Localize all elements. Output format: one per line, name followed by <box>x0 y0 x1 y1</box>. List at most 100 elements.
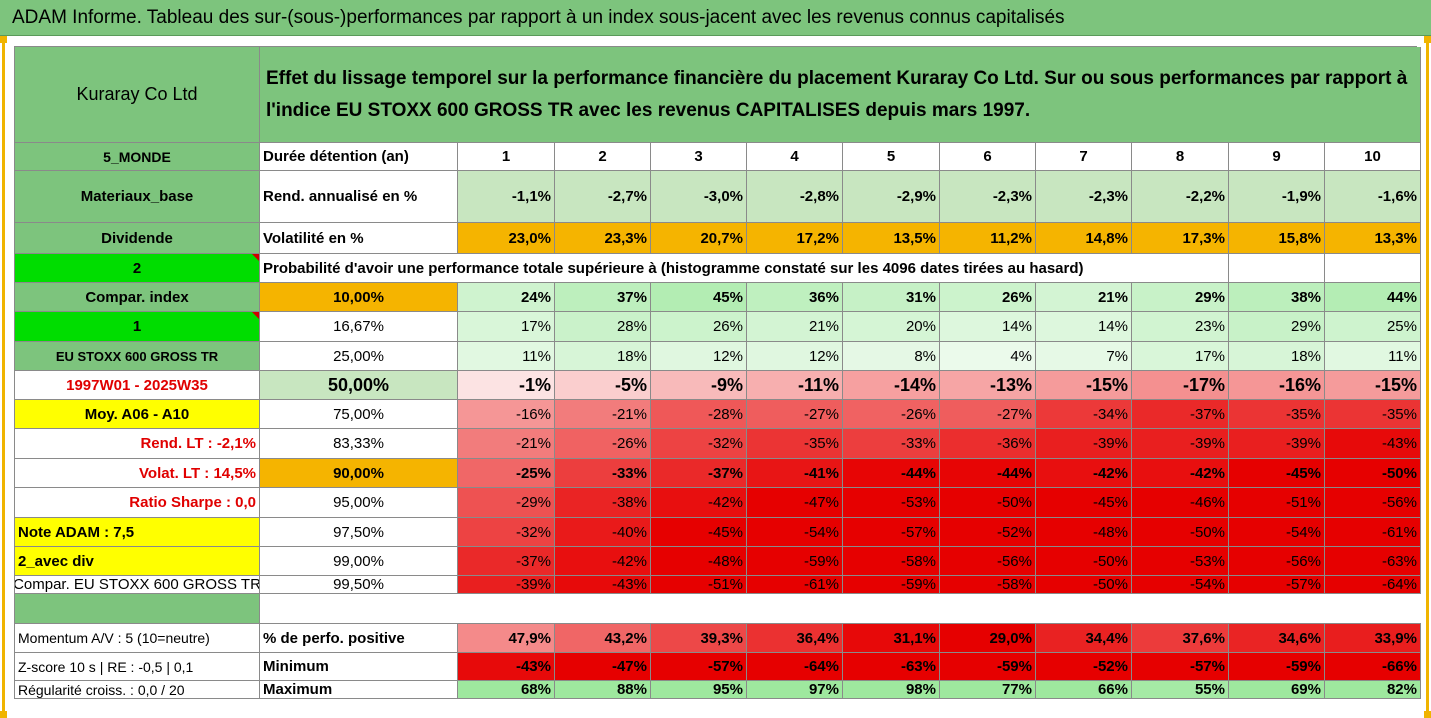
left-label: Note ADAM : 7,5 <box>15 518 260 547</box>
maximum-label: Maximum <box>260 681 458 699</box>
year-cell: 10 <box>1325 143 1421 171</box>
minimum-label: Minimum <box>260 653 458 681</box>
rend-cell: -1,1% <box>458 171 555 223</box>
volat-cell: 23,0% <box>458 223 555 254</box>
company-name: Kuraray Co Ltd <box>15 47 260 143</box>
percentile-cell: -45% <box>1229 459 1325 488</box>
year-cell: 6 <box>940 143 1036 171</box>
percentile-cell: -27% <box>940 400 1036 429</box>
left-label: Compar. EU STOXX 600 GROSS TR <box>15 576 260 594</box>
percentile-cell: -57% <box>843 518 940 547</box>
percentile-cell: 11% <box>1325 342 1421 371</box>
percentile-cell: -35% <box>747 429 843 459</box>
duree-label: Durée détention (an) <box>260 143 458 171</box>
pct-pos-cell: 34,6% <box>1229 624 1325 653</box>
year-cell: 7 <box>1036 143 1132 171</box>
percentile-cell: -11% <box>747 371 843 400</box>
percentile-cell: -26% <box>555 429 651 459</box>
percentile-cell: -39% <box>1132 429 1229 459</box>
percentile-cell: -35% <box>1229 400 1325 429</box>
volat-label: Volatilité en % <box>260 223 458 254</box>
percentile-cell: -21% <box>458 429 555 459</box>
left-label: 1997W01 - 2025W35 <box>15 371 260 400</box>
percentile-cell: 4% <box>940 342 1036 371</box>
percentile-cell: 20% <box>843 312 940 342</box>
percentile-cell: -54% <box>1132 576 1229 594</box>
maximum-cell: 88% <box>555 681 651 699</box>
zscore-label: Z-score 10 s | RE : -0,5 | 0,1 <box>15 653 260 681</box>
percentile-cell: -42% <box>651 488 747 518</box>
pct-pos-cell: 29,0% <box>940 624 1036 653</box>
minimum-cell: -52% <box>1036 653 1132 681</box>
sector-label: Materiaux_base <box>15 171 260 223</box>
report-title: ADAM Informe. Tableau des sur-(sous-)per… <box>0 0 1431 36</box>
pct-pos-cell: 33,9% <box>1325 624 1421 653</box>
rend-label: Rend. annualisé en % <box>260 171 458 223</box>
rend-cell: -2,8% <box>747 171 843 223</box>
percentile-cell: 26% <box>651 312 747 342</box>
pct-pos-label: % de perfo. positive <box>260 624 458 653</box>
percentile-cell: -58% <box>843 547 940 576</box>
percentile-cell: -59% <box>747 547 843 576</box>
percentile-cell: -32% <box>651 429 747 459</box>
percentile-label: 99,00% <box>260 547 458 576</box>
percentile-cell: -26% <box>843 400 940 429</box>
volat-cell: 11,2% <box>940 223 1036 254</box>
percentile-cell: -51% <box>651 576 747 594</box>
rend-cell: -1,6% <box>1325 171 1421 223</box>
percentile-cell: -53% <box>1132 547 1229 576</box>
percentile-cell: -48% <box>651 547 747 576</box>
percentile-cell: -37% <box>458 547 555 576</box>
dividende-label: Dividende <box>15 223 260 254</box>
percentile-cell: -33% <box>555 459 651 488</box>
minimum-cell: -43% <box>458 653 555 681</box>
rend-cell: -2,7% <box>555 171 651 223</box>
percentile-cell: 23% <box>1132 312 1229 342</box>
volat-cell: 13,3% <box>1325 223 1421 254</box>
minimum-cell: -64% <box>747 653 843 681</box>
percentile-cell: -33% <box>843 429 940 459</box>
pct-pos-cell: 31,1% <box>843 624 940 653</box>
minimum-cell: -47% <box>555 653 651 681</box>
percentile-cell: -38% <box>555 488 651 518</box>
percentile-cell: 14% <box>940 312 1036 342</box>
percentile-cell: -50% <box>1036 576 1132 594</box>
rend-cell: -2,3% <box>1036 171 1132 223</box>
percentile-cell: -35% <box>1325 400 1421 429</box>
header-description: Effet du lissage temporel sur la perform… <box>260 47 1421 143</box>
minimum-cell: -59% <box>1229 653 1325 681</box>
percentile-cell: 7% <box>1036 342 1132 371</box>
selector-2[interactable]: 2 <box>15 254 260 283</box>
percentile-cell: 31% <box>843 283 940 312</box>
percentile-cell: 8% <box>843 342 940 371</box>
maximum-cell: 69% <box>1229 681 1325 699</box>
region-label: 5_MONDE <box>15 143 260 171</box>
percentile-cell: -48% <box>1036 518 1132 547</box>
percentile-cell: -42% <box>1036 459 1132 488</box>
maximum-cell: 95% <box>651 681 747 699</box>
corner-marker <box>0 711 7 718</box>
blank-cell <box>1229 254 1325 283</box>
rend-cell: -1,9% <box>1229 171 1325 223</box>
frame-line <box>1426 43 1429 711</box>
percentile-cell: -56% <box>1325 488 1421 518</box>
percentile-cell: 38% <box>1229 283 1325 312</box>
percentile-cell: -50% <box>1036 547 1132 576</box>
maximum-cell: 82% <box>1325 681 1421 699</box>
momentum-label: Momentum A/V : 5 (10=neutre) <box>15 624 260 653</box>
corner-marker <box>0 36 7 43</box>
percentile-cell: -45% <box>1036 488 1132 518</box>
percentile-cell: -5% <box>555 371 651 400</box>
pct-pos-cell: 39,3% <box>651 624 747 653</box>
left-label[interactable]: 1 <box>15 312 260 342</box>
regularite-label: Régularité croiss. : 0,0 / 20 <box>15 681 260 699</box>
percentile-cell: -50% <box>1132 518 1229 547</box>
maximum-cell: 97% <box>747 681 843 699</box>
percentile-cell: -16% <box>1229 371 1325 400</box>
percentile-cell: -63% <box>1325 547 1421 576</box>
year-cell: 5 <box>843 143 940 171</box>
percentile-cell: -17% <box>1132 371 1229 400</box>
year-cell: 4 <box>747 143 843 171</box>
percentile-cell: 24% <box>458 283 555 312</box>
year-cell: 3 <box>651 143 747 171</box>
